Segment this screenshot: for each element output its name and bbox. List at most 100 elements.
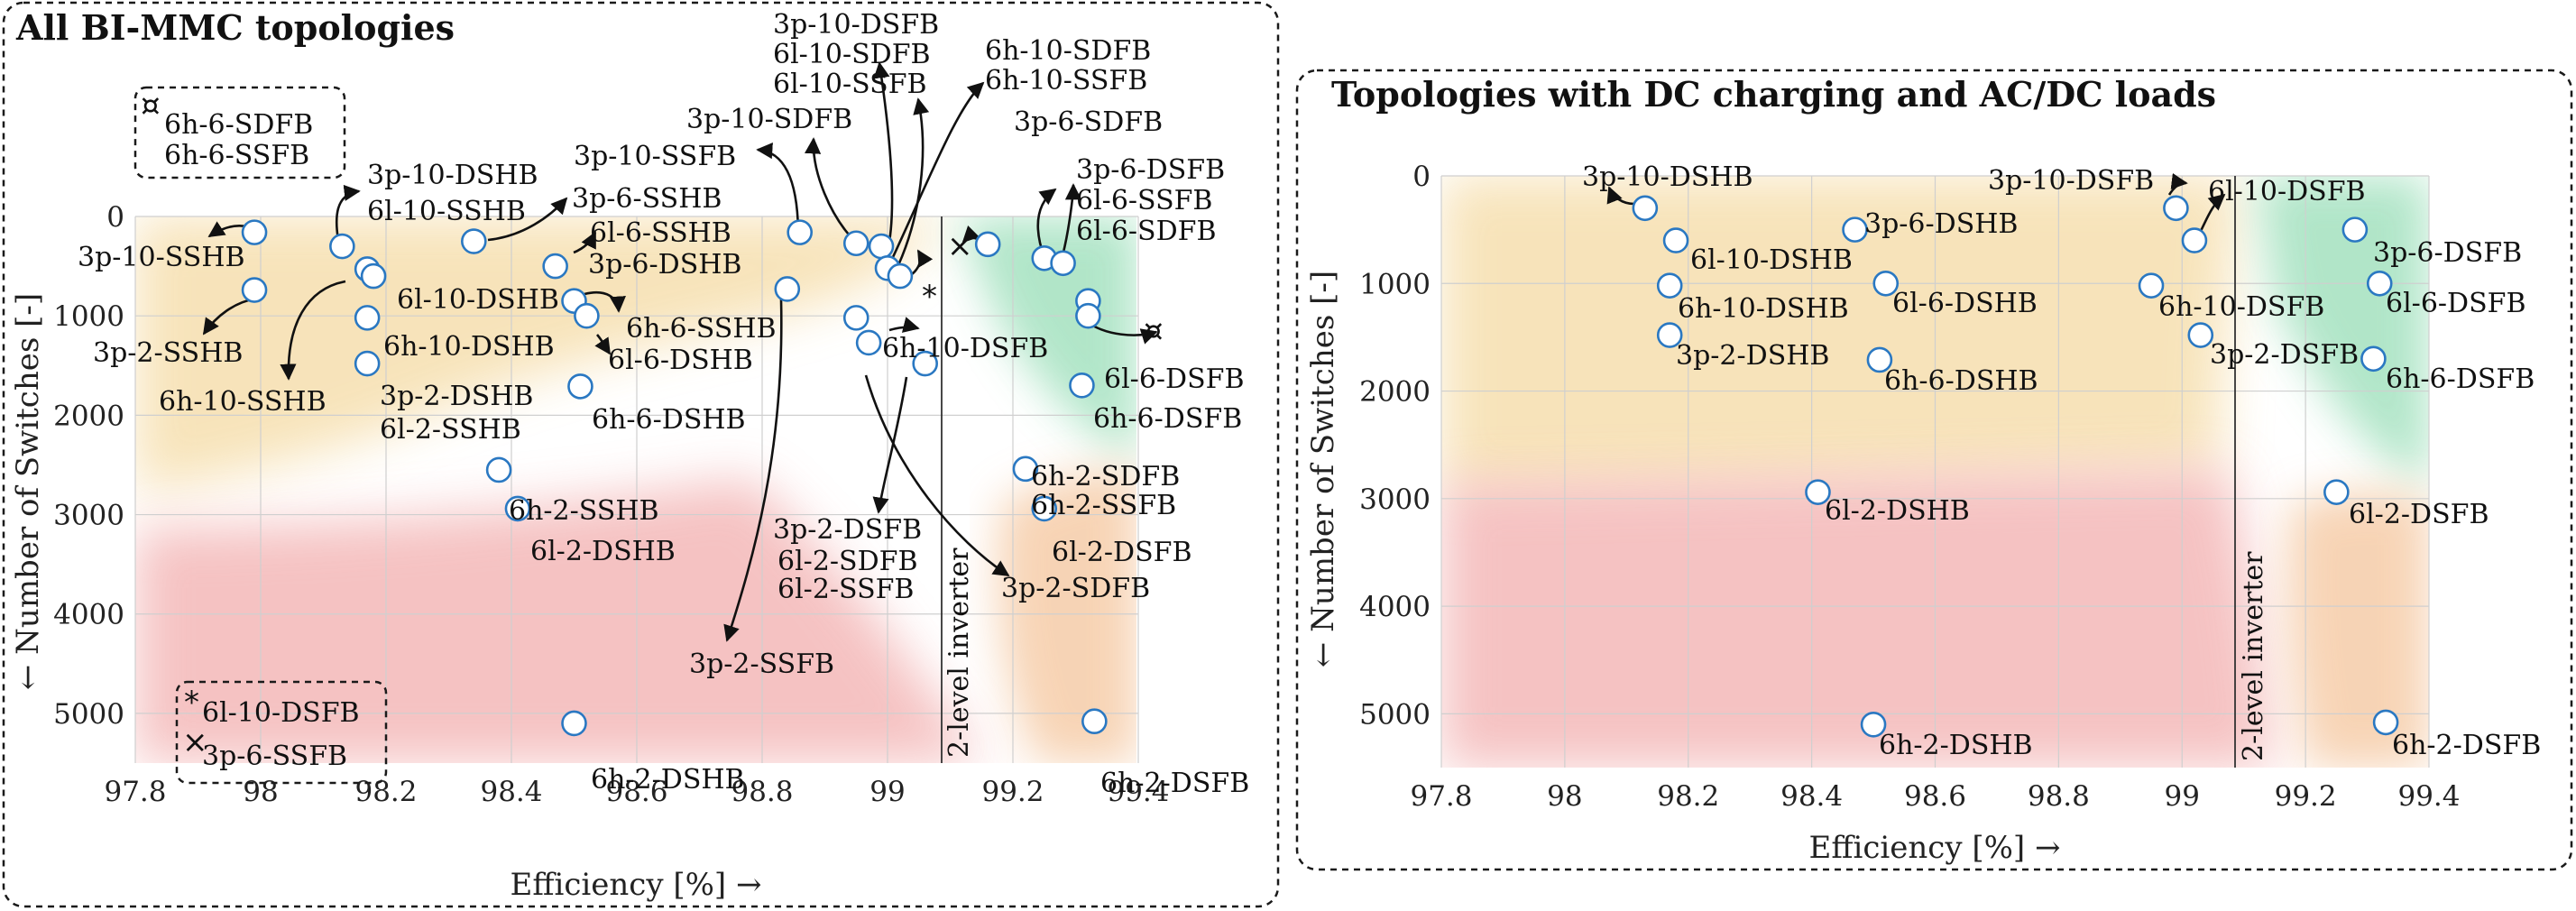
point-label: 6l-2-SSHB — [380, 414, 521, 446]
data-point — [2323, 479, 2350, 505]
data-point — [360, 262, 387, 290]
star-marker: * — [922, 279, 937, 315]
right-panel: Topologies with DC charging and AC/DC lo… — [1295, 69, 2573, 871]
y-tick-label: 1000 — [1359, 268, 1431, 300]
x-tick-label: 97.8 — [1410, 780, 1472, 813]
data-point — [561, 710, 587, 737]
connector-arrow — [2199, 193, 2226, 232]
x-tick-label: 98 — [1547, 780, 1582, 813]
x-tick-label: 99 — [2165, 780, 2200, 813]
x-tick-label: 99.2 — [981, 776, 1044, 808]
point-label: 6h-2-SDFB — [1031, 461, 1180, 492]
left-point-labels: 3p-10-SSHB 3p-2-SSHB 6h-10-SSHB 3p-10-DS… — [78, 9, 1249, 799]
legend-marker: * — [184, 685, 199, 721]
point-label: 3p-10-SDFB — [686, 104, 852, 135]
connector-arrow — [897, 97, 930, 266]
data-point — [1031, 495, 1058, 522]
right-region-half-bridge — [1441, 176, 2237, 492]
point-label: 3p-10-DSHB — [1582, 161, 1753, 193]
data-point — [1075, 302, 1101, 329]
left-panel-frame — [2, 1, 1280, 908]
data-point — [354, 350, 381, 377]
data-point — [912, 350, 938, 377]
x-tick-label: 99.4 — [2397, 780, 2460, 813]
point-label: 6l-10-DSHB — [1690, 244, 1853, 276]
left-panel-title: All BI-MMC topologies — [15, 7, 455, 48]
right-point-labels: 3p-10-DSHB 6l-10-DSHB 6h-10-DSHB 3p-2-DS… — [1582, 161, 2541, 761]
y-tick-label: 4000 — [1359, 591, 1431, 623]
right-region-fb-high-count — [2287, 492, 2429, 768]
point-label: 6h-2-DSHB — [1879, 730, 2033, 761]
data-point — [774, 276, 801, 302]
x-tick-label: 98.2 — [354, 776, 417, 808]
point-label: 3p-10-DSFB — [773, 9, 939, 41]
point-label: 6l-6-DSFB — [1104, 363, 1245, 395]
y-tick-label: 4000 — [53, 599, 124, 631]
y-tick-label: 2000 — [1359, 376, 1431, 409]
y-tick-label: 5000 — [1359, 698, 1431, 731]
data-point — [2163, 195, 2189, 222]
point-label: 6h-2-SSHB — [509, 495, 659, 527]
data-point — [485, 456, 512, 483]
currency-marker: ¤ — [1144, 313, 1164, 349]
left-x-axis-label: Efficiency [%] → — [511, 867, 762, 903]
x-tick-label: 98.4 — [1780, 780, 1843, 813]
point-label: 6l-2-DSFB — [1052, 537, 1192, 568]
point-label: 6h-6-DSFB — [2386, 363, 2535, 395]
x-tick-label: 99.4 — [1107, 776, 1169, 808]
data-point — [1050, 250, 1076, 277]
right-panel-title: Topologies with DC charging and AC/DC lo… — [1331, 74, 2216, 115]
connector-arrow — [872, 376, 908, 514]
left-two-level-label: 2-level inverter — [943, 548, 975, 758]
point-label: 6h-2-SSFB — [1031, 490, 1176, 521]
legend-marker: × — [182, 724, 208, 760]
y-tick-label: 2000 — [53, 400, 124, 432]
right-y-axis-label: ← Number of Switches [-] — [1305, 271, 1341, 667]
data-point — [1632, 195, 1659, 222]
point-label: 3p-6-DSFB — [2373, 237, 2522, 269]
point-label: 6h-6-SSHB — [626, 313, 777, 345]
data-point — [567, 373, 593, 400]
data-point — [241, 219, 268, 245]
x-tick-label: 99 — [869, 776, 905, 808]
data-point — [842, 230, 869, 257]
left-region-fb-high-count — [998, 469, 1136, 763]
connector-arrow — [2167, 172, 2188, 196]
point-label: 3p-6-DSHB — [1864, 208, 2018, 240]
data-point — [787, 219, 814, 245]
data-point — [1656, 272, 1683, 299]
legend-box-top-frame — [133, 86, 346, 179]
point-label: 3p-2-SSFB — [689, 649, 834, 680]
data-point — [855, 329, 882, 356]
cross-marker: × — [947, 228, 973, 264]
point-label: 6l-6-SDFB — [1076, 216, 1217, 247]
left-tick-labels: 97.8 98 98.2 98.4 98.6 98.8 99 99.2 99.4 0 1000 200… — [53, 201, 1169, 808]
point-label: 6l-6-SSFB — [1076, 185, 1212, 216]
left-grid — [134, 216, 1139, 763]
point-label: 3p-2-DSFB — [773, 514, 922, 546]
connector-arrow — [886, 81, 985, 270]
y-tick-label: 0 — [1412, 161, 1431, 193]
left-data-points — [241, 219, 1108, 737]
point-label: 3p-2-DSFB — [2210, 339, 2359, 371]
connector-arrow — [584, 291, 626, 313]
point-label: 6l-10-SSHB — [367, 196, 526, 227]
data-point — [2187, 322, 2214, 348]
data-point — [460, 228, 487, 254]
x-tick-label: 99.2 — [2275, 780, 2337, 813]
point-label: 6h-6-DSHB — [1884, 365, 2038, 397]
x-tick-label: 98.2 — [1657, 780, 1719, 813]
connector-arrow — [487, 197, 568, 242]
point-label: 3p-6-DSFB — [1076, 154, 1225, 186]
connector-arrow — [1606, 186, 1635, 206]
right-data-points — [1632, 195, 2399, 738]
point-label: 6h-6-DSHB — [592, 404, 746, 436]
point-label: 3p-2-SSHB — [93, 337, 243, 369]
y-tick-label: 1000 — [53, 300, 124, 333]
connector-arrow — [873, 61, 894, 243]
point-label: 3p-2-DSHB — [380, 381, 533, 412]
point-label: 6l-10-DSFB — [2208, 176, 2366, 207]
data-point — [2360, 345, 2387, 373]
point-label: 6l-10-SSFB — [773, 69, 927, 100]
